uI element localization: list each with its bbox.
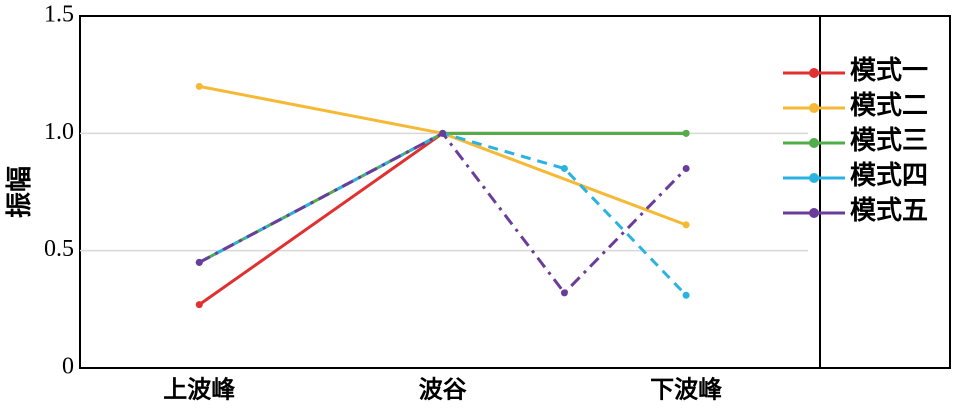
series-line	[198, 131, 688, 296]
point	[195, 258, 203, 266]
point	[682, 291, 690, 299]
y-tick-label: 1.0	[44, 119, 74, 145]
series-line	[198, 84, 687, 227]
point	[439, 129, 447, 137]
x-tick-label: 上波峰	[163, 376, 235, 404]
legend-label: 模式二	[850, 91, 928, 120]
point	[195, 301, 203, 309]
legend-marker	[809, 68, 819, 78]
legend-marker	[809, 103, 819, 113]
y-axis-label: 振幅	[5, 166, 34, 218]
y-tick-label: 0	[62, 354, 74, 380]
frame	[79, 15, 951, 369]
x-tick-label: 下波峰	[650, 376, 722, 404]
point	[682, 221, 690, 229]
legend-marker	[809, 173, 819, 183]
legend-marker	[809, 138, 819, 148]
legend-marker	[809, 208, 819, 218]
point	[195, 82, 203, 90]
point	[560, 165, 568, 173]
legend-label: 模式三	[850, 126, 928, 155]
point	[682, 129, 690, 137]
legend-label: 模式一	[850, 56, 928, 85]
point	[682, 165, 690, 173]
legend-label: 模式四	[850, 161, 928, 190]
point	[560, 289, 568, 297]
series-line	[198, 131, 687, 306]
legend-label: 模式五	[850, 196, 928, 225]
y-tick-label: 1.5	[44, 2, 74, 28]
y-tick-label: 0.5	[44, 236, 74, 262]
x-tick-label: 波谷	[419, 377, 468, 404]
series-line	[198, 131, 688, 297]
